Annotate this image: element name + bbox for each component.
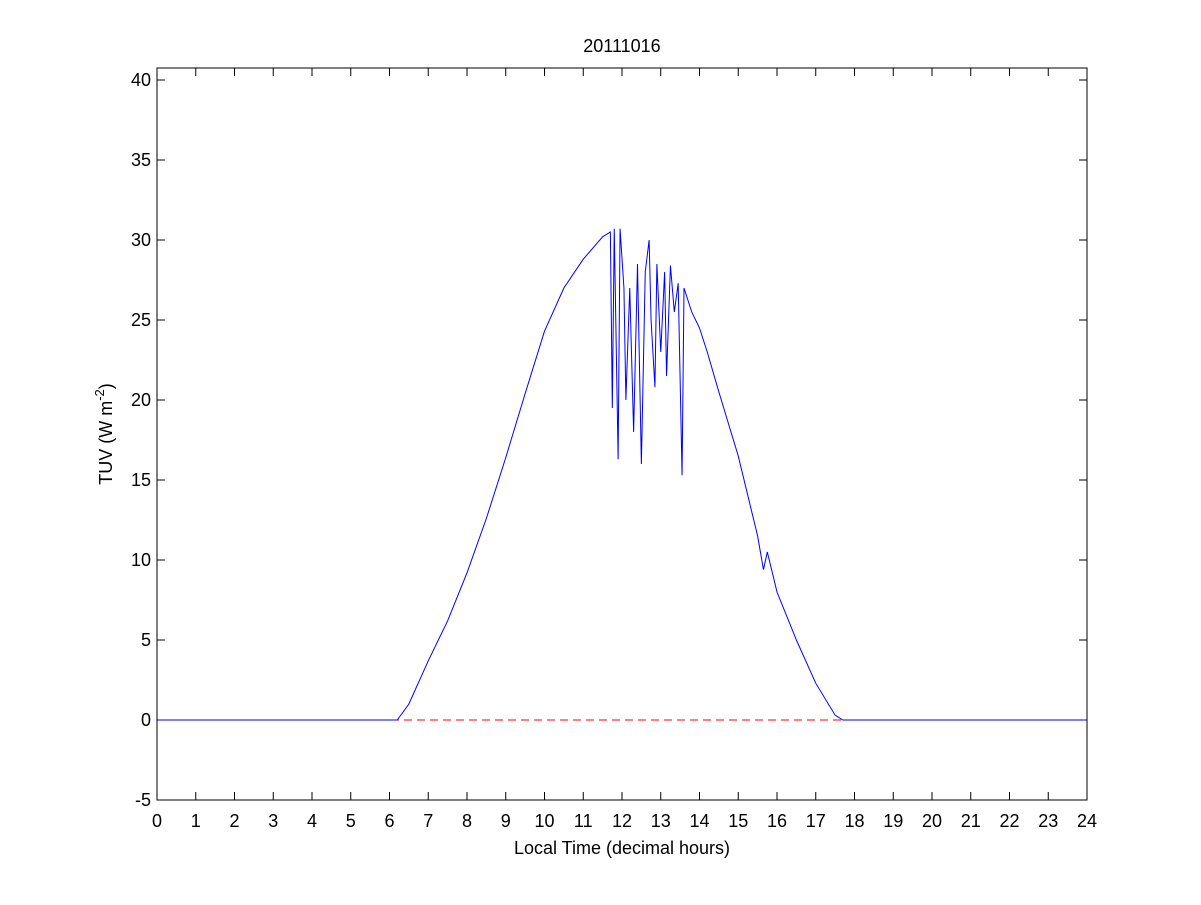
y-tick-label: 35 bbox=[131, 150, 151, 170]
y-label-sup: -2 bbox=[92, 389, 107, 401]
x-tick-label: 2 bbox=[229, 811, 239, 831]
x-tick-label: 20 bbox=[922, 811, 942, 831]
data-line bbox=[157, 228, 1087, 721]
y-tick-label: 25 bbox=[131, 310, 151, 330]
x-tick-label: 22 bbox=[999, 811, 1019, 831]
x-tick-label: 13 bbox=[651, 811, 671, 831]
y-tick-label: 30 bbox=[131, 230, 151, 250]
y-tick-label: 20 bbox=[131, 390, 151, 410]
x-tick-label: 9 bbox=[501, 811, 511, 831]
y-tick-label: -5 bbox=[135, 790, 151, 810]
x-tick-label: 0 bbox=[152, 811, 162, 831]
x-tick-label: 11 bbox=[574, 811, 593, 831]
x-tick-label: 3 bbox=[268, 811, 278, 831]
x-tick-label: 18 bbox=[844, 811, 864, 831]
x-axis-label: Local Time (decimal hours) bbox=[514, 838, 730, 858]
x-tick-label: 19 bbox=[883, 811, 903, 831]
x-tick-label: 24 bbox=[1077, 811, 1097, 831]
x-tick-label: 16 bbox=[767, 811, 787, 831]
y-axis-label: TUV (W m-2) bbox=[92, 383, 116, 485]
y-tick-label: 40 bbox=[131, 70, 151, 90]
x-tick-label: 15 bbox=[728, 811, 748, 831]
x-tick-label: 7 bbox=[423, 811, 433, 831]
x-tick-label: 1 bbox=[191, 811, 201, 831]
plot-frame bbox=[156, 67, 1088, 801]
x-tick-label: 14 bbox=[689, 811, 709, 831]
x-tick-label: 5 bbox=[346, 811, 356, 831]
x-tick-label: 8 bbox=[462, 811, 472, 831]
y-tick-label: 10 bbox=[131, 550, 151, 570]
x-tick-label: 21 bbox=[961, 811, 981, 831]
y-tick-label: 0 bbox=[141, 710, 151, 730]
x-tick-label: 4 bbox=[307, 811, 317, 831]
x-tick-label: 12 bbox=[612, 811, 632, 831]
y-tick-label: 5 bbox=[141, 630, 151, 650]
y-label-suffix: ) bbox=[96, 383, 116, 389]
x-tick-label: 10 bbox=[534, 811, 554, 831]
x-tick-label: 23 bbox=[1038, 811, 1058, 831]
y-tick-label: 15 bbox=[131, 470, 151, 490]
y-label-text: TUV (W m bbox=[96, 401, 116, 485]
chart-title: 20111016 bbox=[583, 36, 660, 56]
x-tick-label: 17 bbox=[806, 811, 826, 831]
x-tick-label: 6 bbox=[384, 811, 394, 831]
